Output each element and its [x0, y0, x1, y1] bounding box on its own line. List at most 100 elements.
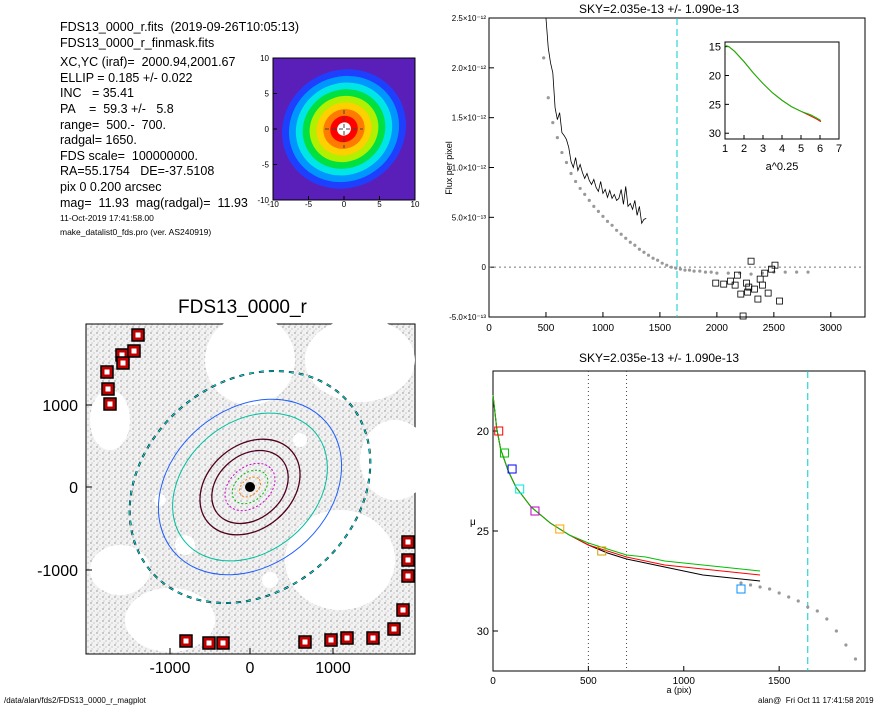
flux-sky-box	[739, 312, 747, 320]
flux-ytick-label: 1.5×10⁻¹²	[452, 114, 487, 123]
mu-box	[499, 448, 509, 458]
contour-ytick-label: 5	[265, 90, 270, 99]
flux-profile-point	[628, 240, 632, 244]
inset-ytick-label: 30	[709, 128, 721, 140]
mu-point	[806, 605, 810, 609]
flux-profile-point	[646, 253, 651, 257]
flux-sky-box	[727, 277, 734, 285]
flux-ytick-label: 0	[482, 263, 487, 272]
flux-profile-point	[578, 186, 582, 191]
flux-profile-point	[703, 270, 708, 274]
footer-timestamp: alan@ Fri Oct 11 17:41:58 2019	[758, 696, 874, 705]
star-mask-box-core	[328, 637, 334, 643]
inset-xlabel: a^0.25	[766, 161, 799, 173]
flux-ytick-label: 2.5×10⁻¹²	[452, 14, 487, 23]
mu-plot-frame	[492, 370, 866, 672]
inset-xtick-label: 3	[760, 143, 766, 155]
info-line: FDS13_0000_r.fits (2019-09-26T10:05:13)	[60, 20, 300, 34]
mu-title: SKY=2.035e-13 +/- 1.090e-13	[579, 351, 739, 365]
flux-profile-chart: SKY=2.035e-13 +/- 1.090e-13 Flux per pix…	[444, 2, 866, 334]
flux-profile-point	[624, 236, 628, 240]
info-line: range= 500.- 700.	[60, 117, 166, 132]
isophote-ellipse	[211, 449, 289, 525]
flux-profile-point	[583, 192, 587, 197]
flux-profile-point	[569, 171, 573, 176]
image-ytick-label: 0	[69, 480, 78, 497]
flux-profile-point	[601, 214, 605, 218]
flux-ytick-label: 2.0×10⁻¹²	[452, 64, 487, 73]
image-xtick-label: -1000	[150, 660, 191, 677]
flux-profile-point	[709, 270, 713, 274]
flux-profile-point	[698, 269, 702, 273]
flux-xtick-label: 1000	[592, 323, 615, 334]
mu-point	[787, 595, 791, 599]
mu-point	[748, 583, 753, 587]
inset-xtick-label: 6	[817, 143, 823, 155]
flux-sky-box	[754, 295, 762, 303]
star-mask-box-core	[131, 348, 137, 354]
flux-xtick-label: 1500	[649, 323, 672, 334]
star-mask-box-core	[105, 386, 111, 392]
flux-profile-line	[545, 17, 647, 225]
flux-profile-point	[665, 263, 669, 267]
info-small-line: make_datalist0_fds.pro (ver. AS240919)	[60, 227, 212, 238]
mu-point	[844, 643, 848, 647]
flux-ytick-label: 1.0×10⁻¹²	[452, 164, 487, 173]
star-mask-box-core	[405, 557, 411, 563]
info-line: XC,YC (iraf)= 2000.94,2001.67	[60, 55, 236, 70]
flux-xtick-label: 500	[538, 323, 555, 334]
flux-sky-box	[771, 261, 779, 269]
contour-xtick-label: -5	[305, 200, 313, 209]
flux-sky-box	[744, 288, 752, 296]
isophote-ellipse	[238, 476, 262, 498]
star-mask-box-core	[120, 360, 126, 366]
flux-sky-box	[743, 279, 750, 287]
mu-ytick-label: 20	[477, 426, 489, 438]
flux-profile-point	[806, 270, 810, 274]
info-line: FDS13_0000_r_finmask.fits	[60, 35, 215, 50]
flux-profile-point	[795, 270, 799, 274]
mu-xtick-label: 0	[490, 676, 496, 687]
mu-xtick-label: 500	[580, 676, 597, 687]
flux-profile-point	[678, 267, 683, 271]
flux-profile-point	[573, 179, 578, 184]
star-mask-box-core	[405, 573, 411, 579]
flux-profile-point	[660, 261, 664, 265]
flux-profile-point	[669, 265, 673, 269]
isophote-ellipse	[224, 462, 276, 512]
mu-ytick-label: 25	[477, 526, 489, 538]
image-ytick-label: 1000	[42, 398, 78, 415]
inset-frame	[724, 41, 840, 140]
flux-profile-point	[615, 228, 619, 232]
isophote-ellipse	[172, 412, 328, 562]
contour-ytick-label: -10	[257, 196, 269, 205]
image-xtick-label: 1000	[315, 660, 351, 677]
star-mask-box-core	[119, 352, 125, 358]
flux-profile-point	[726, 271, 730, 275]
info-small-line: 11-Oct-2019 17:41:58.00	[60, 213, 154, 224]
flux-profile-point	[642, 250, 646, 254]
mu-box	[597, 546, 607, 556]
flux-sky-box	[761, 269, 769, 277]
flux-profile-point	[692, 269, 696, 273]
contour-ytick-label: 10	[260, 54, 269, 63]
inset-xtick-label: 2	[741, 143, 747, 155]
flux-sky-box	[720, 280, 728, 288]
flux-profile-point	[564, 160, 569, 165]
mu-ytick-label: 30	[477, 626, 489, 638]
flux-profile-point	[656, 258, 660, 262]
star-mask-box-core	[135, 332, 141, 338]
flux-profile-point	[587, 198, 591, 202]
mu-box	[530, 506, 540, 516]
inset-xtick-label: 4	[779, 143, 785, 155]
info-line: FDS scale= 100000000.	[60, 148, 198, 163]
isophote-ellipse	[129, 370, 371, 604]
flux-profile-point	[560, 150, 564, 155]
star-mask-box-core	[206, 640, 212, 646]
galaxy-image: -1000 0 1000 1000 0 -1000	[37, 320, 430, 677]
star-mask-box-core	[183, 638, 189, 644]
flux-profile-point	[610, 223, 614, 227]
mu-box	[507, 464, 517, 474]
flux-profile-point	[596, 209, 600, 213]
isophote-ellipse	[157, 398, 343, 576]
